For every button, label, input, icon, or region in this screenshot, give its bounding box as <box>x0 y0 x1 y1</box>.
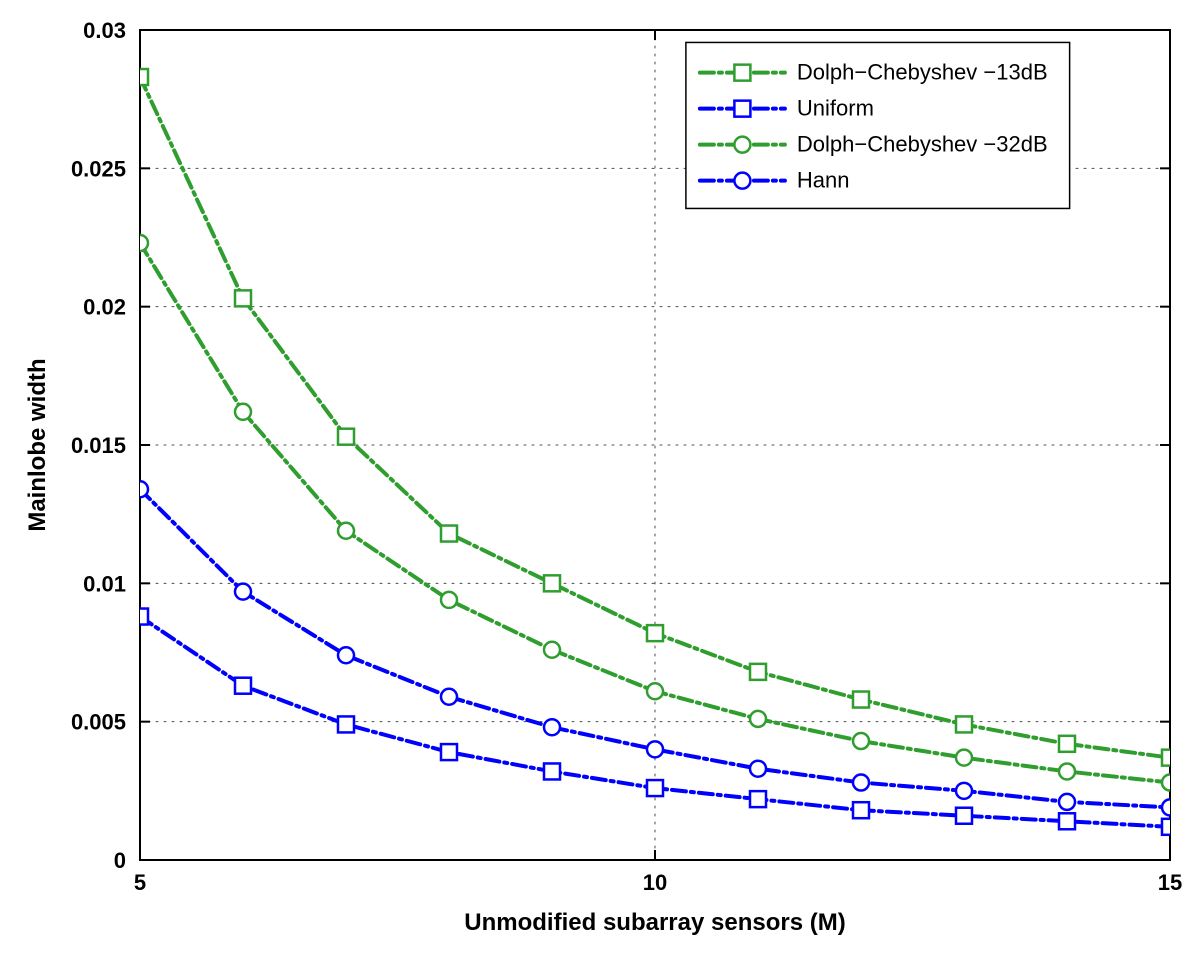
chart-container: 5 10 15 0 0.005 0.01 0.015 0.02 0.025 0.03 Unmodif… <box>0 0 1200 963</box>
y-tick-label: 0.005 <box>71 710 126 735</box>
x-tick-label: 10 <box>643 870 667 895</box>
legend-item-label: Uniform <box>797 96 874 121</box>
y-tick-label: 0.02 <box>83 295 126 320</box>
legend: Dolph−Chebyshev −13dB Uniform Dolph−Chebys… <box>686 42 1070 208</box>
x-tick-label: 15 <box>1158 870 1182 895</box>
legend-item-label: Hann <box>797 168 850 193</box>
y-tick-label: 0 <box>114 848 126 873</box>
mainlobe-chart: 5 10 15 0 0.005 0.01 0.015 0.02 0.025 0.03 Unmodif… <box>0 0 1200 963</box>
legend-item-label: Dolph−Chebyshev −13dB <box>797 60 1048 85</box>
y-tick-label: 0.015 <box>71 433 126 458</box>
x-tick-label: 5 <box>134 870 146 895</box>
x-axis-title: Unmodified subarray sensors (M) <box>464 909 845 936</box>
legend-item-label: Dolph−Chebyshev −32dB <box>797 132 1048 157</box>
y-tick-label: 0.025 <box>71 156 126 181</box>
y-axis-title: Mainlobe width <box>24 358 51 531</box>
y-tick-label: 0.03 <box>83 18 126 43</box>
y-tick-label: 0.01 <box>83 571 126 596</box>
